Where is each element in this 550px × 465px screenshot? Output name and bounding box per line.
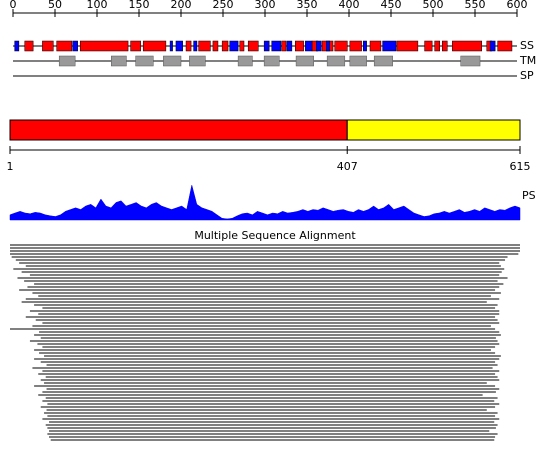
- helix: [130, 40, 141, 52]
- tm-segment: [263, 55, 280, 67]
- strand: [169, 40, 173, 52]
- helix: [424, 40, 433, 52]
- strand: [326, 40, 330, 52]
- helix: [434, 40, 440, 52]
- strand: [175, 40, 183, 52]
- ruler-tick-label: 350: [297, 0, 318, 11]
- ruler-tick-label: 300: [255, 0, 276, 11]
- tm-segment: [135, 55, 154, 67]
- sp-label: SP: [520, 69, 534, 82]
- helix: [497, 40, 513, 52]
- ruler-tick-label: 500: [423, 0, 444, 11]
- ruler-tick-label: 550: [465, 0, 486, 11]
- tm-segment: [58, 55, 76, 67]
- helix: [281, 40, 287, 52]
- ps-area: [9, 184, 521, 221]
- strand: [229, 40, 239, 52]
- helix: [294, 40, 304, 52]
- ps-label: PS: [522, 189, 536, 202]
- tm-segment: [373, 55, 393, 67]
- helix: [56, 40, 73, 52]
- domain-tick-label: 407: [337, 160, 358, 173]
- ruler-tick-label: 150: [129, 0, 150, 11]
- tm-segment: [189, 55, 206, 67]
- helix: [349, 40, 362, 52]
- msa-title: Multiple Sequence Alignment: [194, 229, 356, 242]
- helix: [185, 40, 192, 52]
- ruler-tick-label: 250: [213, 0, 234, 11]
- ruler-tick-label: 50: [48, 0, 62, 11]
- tm-segment: [295, 55, 314, 67]
- helix: [198, 40, 211, 52]
- helix: [221, 40, 229, 52]
- strand: [363, 40, 367, 52]
- strand: [263, 40, 270, 52]
- strand: [271, 40, 282, 52]
- strand: [14, 40, 20, 52]
- helix: [247, 40, 259, 52]
- tm-segment: [163, 55, 182, 67]
- helix: [396, 40, 419, 52]
- helix: [452, 40, 482, 52]
- domain: [9, 119, 348, 141]
- helix: [334, 40, 348, 52]
- helix: [42, 40, 54, 52]
- tm-segment: [237, 55, 253, 67]
- strand: [489, 40, 496, 52]
- tm-segment: [111, 55, 127, 67]
- ruler-tick-label: 100: [87, 0, 108, 11]
- domain: [346, 119, 521, 141]
- tm-segment: [326, 55, 346, 67]
- tm-segment: [460, 55, 481, 67]
- helix: [79, 40, 129, 52]
- domain-tick-label: 1: [7, 160, 14, 173]
- domain-tick-label: 615: [510, 160, 531, 173]
- strand: [72, 40, 78, 52]
- strand: [315, 40, 322, 52]
- helix: [212, 40, 219, 52]
- helix: [441, 40, 448, 52]
- helix: [142, 40, 167, 52]
- ss-label: SS: [520, 39, 534, 52]
- strand: [286, 40, 293, 52]
- helix: [239, 40, 245, 52]
- helix: [369, 40, 382, 52]
- tm-label: TM: [519, 54, 536, 67]
- helix: [24, 40, 34, 52]
- ruler-tick-label: 400: [339, 0, 360, 11]
- ruler-tick-label: 450: [381, 0, 402, 11]
- ruler-tick-label: 200: [171, 0, 192, 11]
- strand: [305, 40, 313, 52]
- ruler-tick-label: 600: [507, 0, 528, 11]
- strand: [382, 40, 397, 52]
- tm-segment: [349, 55, 367, 67]
- strand: [193, 40, 198, 52]
- ruler-tick-label: 0: [10, 0, 17, 11]
